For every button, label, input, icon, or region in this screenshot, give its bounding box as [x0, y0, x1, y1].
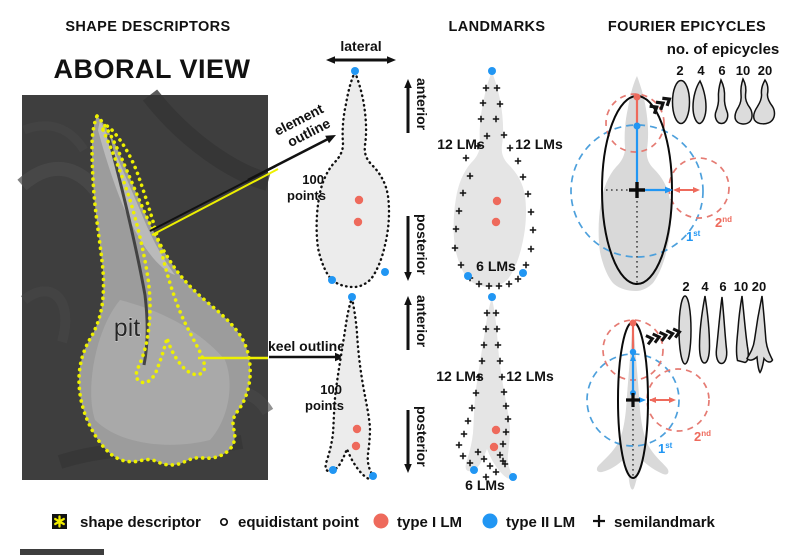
- element-silhouette: [598, 76, 671, 291]
- keel-type2-landmarks: [329, 293, 377, 480]
- lms12-left-label: 12 LMs: [436, 368, 484, 384]
- keel-type1-landmarks: [351, 424, 362, 451]
- count-20: 20: [752, 279, 766, 294]
- landmarks-keel-panel: 12 LMs 12 LMs 6 LMs: [436, 293, 554, 493]
- epicycle-diagram-bottom: 1st 2nd: [586, 319, 711, 490]
- header-landmarks: LANDMARKS: [448, 19, 545, 35]
- first-harmonic-circle: [570, 124, 704, 258]
- second-harmonic-circle-top: [605, 93, 665, 153]
- epicycles-subtitle: no. of epicycles: [667, 41, 780, 58]
- posterior-label: posterior: [414, 214, 430, 275]
- semilandmarks-keel: [455, 309, 512, 481]
- semilandmark-icon: [593, 515, 605, 527]
- legend: shape descriptor equidistant point type …: [52, 513, 716, 531]
- legend-type1-label: type I LM: [397, 514, 462, 531]
- keel-outline-shape: [324, 293, 374, 480]
- fast-forward-chevrons-icon: [649, 96, 672, 115]
- landmarks-element-shape: [453, 72, 526, 287]
- legend-type1-lm: type I LM: [373, 513, 462, 531]
- count-6: 6: [718, 63, 725, 78]
- legend-equidistant-point-label: equidistant point: [238, 514, 359, 531]
- second-harmonic-label: 2nd: [694, 429, 711, 444]
- points-word-label: points: [305, 398, 344, 413]
- count-10: 10: [736, 63, 750, 78]
- type2-lm-icon: [482, 513, 498, 529]
- equidistant-point-icon: [219, 517, 229, 527]
- anterior-label: anterior: [414, 295, 430, 348]
- sem-keel-outline-dots: [101, 124, 207, 385]
- element-type1-landmarks: [353, 195, 364, 227]
- epicycle-counts-top: 2 4 6 10 20: [676, 63, 772, 78]
- landmarks-element-type2: [464, 67, 527, 280]
- legend-equidistant-point: equidistant point: [219, 514, 359, 531]
- fast-forward-chevrons-icon: [645, 327, 682, 346]
- centroid-cross: [626, 393, 640, 407]
- legend-shape-descriptor: shape descriptor: [52, 514, 201, 531]
- landmarks-element-panel: 12 LMs 12 LMs 6 LMs: [437, 67, 563, 290]
- lateral-label: lateral: [340, 38, 381, 54]
- points-count-label: 100: [302, 172, 324, 187]
- semilandmarks-element: [451, 84, 537, 290]
- legend-semilandmark: semilandmark: [593, 514, 716, 531]
- sem-image: pit: [17, 89, 274, 480]
- bottom-bar: [20, 549, 104, 555]
- type1-lm-icon: [373, 513, 389, 529]
- legend-semilandmark-label: semilandmark: [614, 514, 716, 531]
- count-4: 4: [697, 63, 705, 78]
- epicycle-mini-shapes-top: [671, 77, 776, 125]
- pit-label: pit: [114, 314, 140, 342]
- landmarks-keel-type1: [489, 425, 501, 452]
- second-harmonic-circle-right: [668, 157, 730, 219]
- count-2: 2: [682, 279, 689, 294]
- keel-outline-label: keel outline: [268, 338, 345, 354]
- lms6-label: 6 LMs: [465, 477, 505, 493]
- lms6-label: 6 LMs: [476, 258, 516, 274]
- element-outline-panel: lateral 100 points anterior posterior: [287, 38, 430, 289]
- count-20: 20: [758, 63, 772, 78]
- legend-type2-lm: type II LM: [482, 513, 575, 531]
- posterior-label: posterior: [414, 406, 430, 467]
- points-word-label: points: [287, 188, 326, 203]
- element-type2-landmarks: [328, 67, 389, 284]
- first-harmonic-label: 1st: [658, 441, 673, 456]
- landmarks-keel-shape: [465, 298, 513, 479]
- lms12-right-label: 12 LMs: [515, 136, 563, 152]
- landmarks-element-type1: [491, 196, 502, 227]
- lms12-left-label: 12 LMs: [437, 136, 485, 152]
- points-count-label: 100: [320, 382, 342, 397]
- sem-element-outline-dots: [77, 112, 252, 467]
- count-6: 6: [719, 279, 726, 294]
- keel-outline-panel: 100 points anterior posterior: [305, 293, 430, 480]
- landmarks-keel-type2: [470, 293, 517, 481]
- yellow-star-icon: [54, 515, 65, 528]
- aboral-view-title: ABORAL VIEW: [53, 54, 250, 84]
- second-harmonic-circle-right: [646, 368, 710, 432]
- lms12-right-label: 12 LMs: [506, 368, 554, 384]
- legend-shape-descriptor-label: shape descriptor: [80, 514, 201, 531]
- count-4: 4: [701, 279, 709, 294]
- keel-outline-callout: keel outline: [198, 338, 345, 362]
- element-outline-shape: [315, 69, 391, 289]
- header-shape-descriptors: SHAPE DESCRIPTORS: [65, 19, 230, 35]
- header-fourier-epicycles: FOURIER EPICYCLES: [608, 19, 766, 35]
- second-harmonic-label: 2nd: [715, 215, 732, 230]
- legend-type2-label: type II LM: [506, 514, 575, 531]
- centroid-cross: [629, 182, 645, 198]
- count-10: 10: [734, 279, 748, 294]
- epicycle-diagram-top: 1st 2nd: [570, 76, 732, 291]
- count-2: 2: [676, 63, 683, 78]
- epicycle-mini-shapes-bottom: [678, 295, 774, 374]
- first-harmonic-label: 1st: [686, 229, 701, 244]
- epicycle-counts-bottom: 2 4 6 10 20: [682, 279, 766, 294]
- anterior-label: anterior: [414, 78, 430, 131]
